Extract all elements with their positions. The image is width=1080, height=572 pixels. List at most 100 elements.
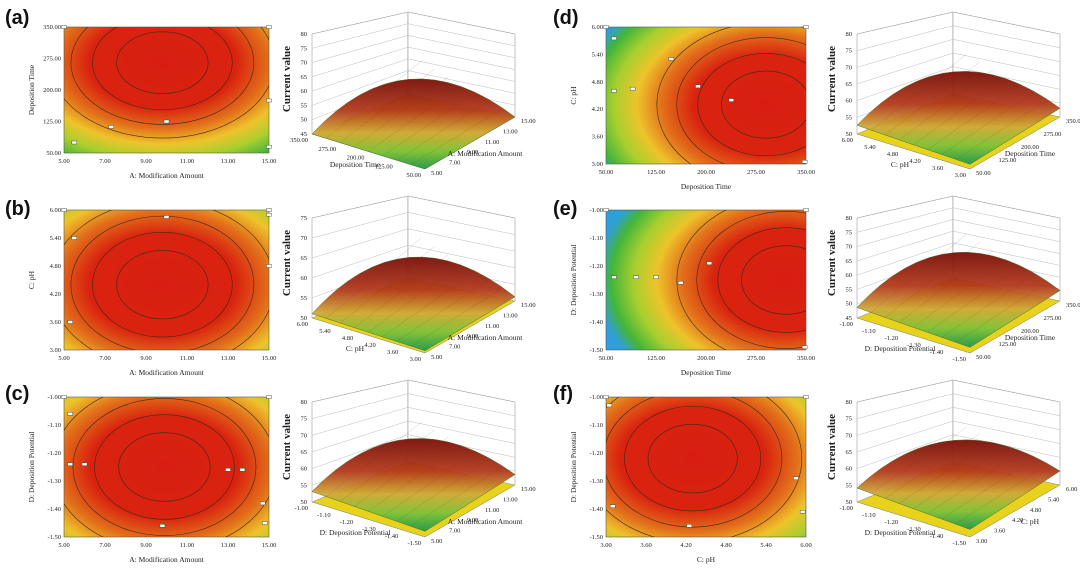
design-point: [61, 25, 67, 29]
contour-field: [63, 209, 270, 351]
x-tick-label: -1.00: [839, 505, 853, 512]
x-tick-label: 11.00: [180, 355, 194, 362]
z-gridline: [407, 420, 516, 444]
y-tick-label: -1.10: [47, 422, 61, 429]
x-tick-label: -1.00: [839, 321, 853, 328]
contour-lines: [64, 27, 269, 139]
y-tick-label: 5.00: [431, 538, 442, 545]
surface-plot: 45 50 55 60 65 70 75 80 -1.00 -1.10 -1.20 -1.30 -1.4…: [826, 195, 1080, 363]
contour-line: [676, 210, 727, 350]
z-gridline: [311, 434, 409, 469]
z-tick-label: 50: [301, 117, 308, 124]
surface-mesh: [941, 92, 1034, 155]
z-tick-label: 75: [846, 48, 853, 55]
z-gridline: [407, 58, 516, 82]
x-tick-label: -1.50: [952, 540, 966, 547]
response-surface: [311, 438, 516, 532]
z-tick-label: 75: [301, 416, 308, 423]
x-axis-label: D: Deposition Potential: [320, 528, 391, 537]
y-tick-label: -1.30: [589, 478, 603, 485]
z-gridline: [952, 379, 1061, 403]
x-tick-label: 3.00: [410, 356, 421, 363]
z-gridline: [311, 379, 409, 403]
y-axis-label: A: Modification Amount: [448, 517, 523, 526]
design-point: [706, 261, 713, 265]
design-point: [108, 125, 114, 129]
x-tick-label: 6.00: [297, 321, 308, 328]
y-tick-label: 13.00: [503, 312, 518, 319]
surface-mesh: [368, 444, 462, 512]
z-tick-label: 70: [846, 64, 853, 71]
surface-mesh: [326, 60, 422, 139]
x-tick-label: 5.40: [864, 144, 875, 151]
y-tick-label: -1.20: [47, 450, 61, 457]
design-point: [653, 275, 659, 279]
y-tick-label: 50.00: [46, 150, 61, 157]
surface-mesh: [410, 288, 502, 347]
panel-c: (c)5.00 7.00 9.00 11.00 13.00 15.00-1.50-1.40…: [5, 379, 536, 564]
z-tick-label: 80: [846, 215, 853, 222]
y-tick-label: 3.00: [976, 538, 987, 545]
z-gridline: [407, 11, 516, 35]
surface-plot: 45 50 55 60 65 70 75 80 350.00 275.00 200.00 125.00…: [281, 11, 536, 179]
design-point: [71, 140, 77, 145]
contour-plot: 3.00 3.60 4.20 4.80 5.40 6.00 -1.50 -1.40 -1.30 -…: [569, 394, 812, 564]
x-tick-label: 3.00: [955, 172, 966, 179]
design-point: [266, 395, 272, 399]
x-axis-label: Deposition Time: [681, 182, 732, 191]
z-tick-label: 50: [301, 315, 308, 322]
contour-line: [624, 405, 762, 512]
x-axis-label: Deposition Time: [681, 368, 732, 377]
surface-mesh: [354, 437, 449, 507]
contour-line: [72, 398, 257, 536]
z-gridline: [952, 230, 1061, 254]
z-axis-label: Current value: [826, 46, 838, 112]
y-tick-label: 7.00: [449, 344, 460, 351]
contour-field: [605, 26, 807, 165]
x-tick-label: 200.00: [697, 169, 715, 176]
y-axis-label: Deposition Time: [27, 64, 36, 115]
y-axis-label: A: Modification Amount: [448, 333, 523, 342]
z-tick-label: 65: [846, 258, 853, 265]
z-gridline: [311, 407, 409, 436]
x-tick-label: 4.80: [342, 335, 353, 342]
x-tick-label: -1.20: [885, 519, 899, 526]
surface-mesh: [927, 85, 1020, 150]
y-tick-label: 15.00: [521, 302, 536, 309]
surface-mesh: [396, 100, 489, 161]
z-gridline: [407, 212, 516, 235]
x-tick-label: -1.30: [907, 526, 921, 533]
z-gridline: [311, 46, 409, 78]
x-tick-label: 15.00: [262, 158, 277, 165]
response-surface: [856, 71, 1061, 165]
response-surface: [311, 256, 516, 351]
contour-lines: [656, 27, 806, 164]
z-gridline: [856, 242, 954, 276]
z-gridline: [407, 195, 516, 219]
contour-line: [696, 211, 806, 349]
y-tick-label: 200.00: [43, 87, 61, 94]
y-tick-label: 3.00: [50, 347, 61, 354]
y-tick-label: 350.00: [1066, 302, 1080, 309]
panel-letter: (d): [553, 7, 579, 29]
y-tick-label: 4.80: [50, 263, 61, 270]
design-point: [67, 462, 73, 466]
z-gridline: [856, 230, 954, 262]
y-tick-label: 50.00: [976, 170, 991, 177]
z-axis-label: Current value: [826, 414, 838, 480]
x-tick-label: 3.00: [600, 542, 611, 549]
surface-mesh: [410, 466, 502, 527]
x-tick-label: 6.00: [800, 542, 811, 549]
panel-a: (a)5.00 7.00 9.00 11.00 13.00 15.0050.00125.0…: [5, 7, 536, 180]
response-surface: [856, 439, 1061, 530]
surface-mesh: [871, 427, 967, 494]
x-tick-label: -1.50: [952, 356, 966, 363]
z-tick-label: 70: [846, 244, 853, 251]
panel-letter: (e): [553, 198, 577, 220]
x-tick-label: 275.00: [747, 355, 765, 362]
contour-line: [647, 424, 738, 494]
z-gridline: [311, 11, 409, 35]
design-point: [67, 412, 73, 416]
surface-plot: 50 55 60 65 70 75 6.00 5.40 4.80 4.20 3.60 3.00 5.00…: [281, 195, 536, 363]
